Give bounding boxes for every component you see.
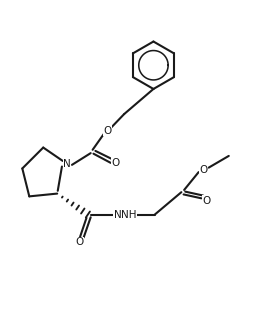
Text: O: O [75, 237, 84, 247]
Text: O: O [202, 195, 211, 205]
Text: O: O [112, 158, 120, 168]
Text: N: N [114, 210, 121, 220]
Text: N: N [63, 159, 71, 169]
Text: O: O [199, 165, 208, 175]
Text: NH: NH [121, 210, 137, 220]
Text: H: H [114, 210, 121, 219]
Text: O: O [103, 126, 112, 136]
